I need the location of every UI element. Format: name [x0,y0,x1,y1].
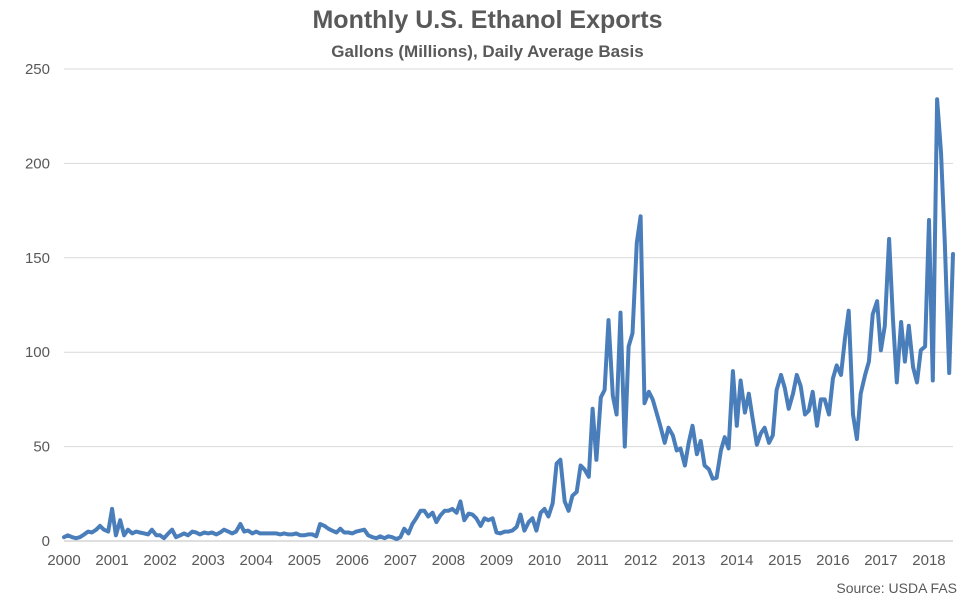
y-tick-label-0: 0 [42,533,50,550]
x-tick-label-2006: 2006 [336,552,369,569]
x-tick-label-2001: 2001 [95,552,128,569]
x-tick-label-2013: 2013 [672,552,705,569]
y-tick-label-150: 150 [25,250,50,267]
x-tick-label-2010: 2010 [528,552,561,569]
x-tick-label-2003: 2003 [191,552,224,569]
x-tick-label-2008: 2008 [432,552,465,569]
x-tick-label-2007: 2007 [384,552,417,569]
y-tick-label-100: 100 [25,344,50,361]
x-tick-label-2004: 2004 [240,552,273,569]
y-tick-label-250: 250 [25,61,50,78]
x-tick-label-2002: 2002 [143,552,176,569]
x-tick-label-2016: 2016 [816,552,849,569]
y-tick-label-200: 200 [25,155,50,172]
chart-subtitle: Gallons (Millions), Daily Average Basis [331,42,644,61]
source-note: Source: USDA FAS [836,580,957,596]
x-tick-label-2014: 2014 [720,552,753,569]
x-tick-label-2009: 2009 [480,552,513,569]
y-tick-label-50: 50 [33,439,50,456]
x-tick-label-2018: 2018 [912,552,945,569]
x-tick-label-2000: 2000 [47,552,80,569]
series-line-0 [62,97,955,542]
x-tick-label-2015: 2015 [768,552,801,569]
x-tick-label-2011: 2011 [576,552,608,569]
chart-title: Monthly U.S. Ethanol Exports [312,6,663,34]
x-tick-label-2017: 2017 [864,552,897,569]
x-tick-label-2012: 2012 [624,552,657,569]
x-tick-label-2005: 2005 [288,552,321,569]
